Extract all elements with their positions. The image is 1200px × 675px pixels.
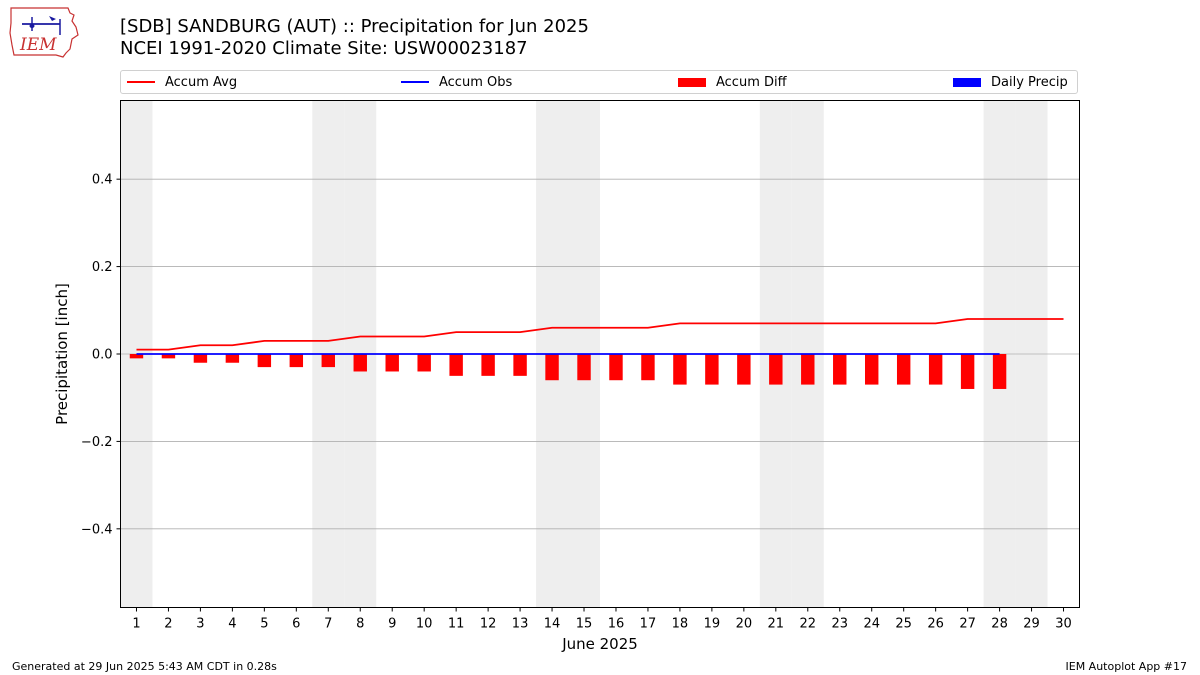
accum-diff-bar-day-2 [161,354,176,359]
accum-diff-bar-day-14 [545,354,559,381]
legend-swatch-daily-precip [953,77,981,87]
x-tick-label: 7 [324,617,332,632]
x-axis-ticks: 1 2 3 4 5 6 7 8 9 10 11 12 13 14 15 16 17 18 19 20 21 22 23 24 2… [132,607,1072,632]
accum-avg-line [136,318,1064,351]
series-lines [136,318,1064,355]
x-tick-label: 3 [196,617,204,632]
accum-diff-bar-day-26 [928,354,943,385]
x-tick-label: 1 [132,617,140,632]
legend-label-daily-precip: Daily Precip [991,74,1068,90]
x-tick-label: 16 [608,617,625,632]
x-tick-label: 11 [448,617,465,632]
accum-diff-bar-day-18 [673,354,687,385]
iem-logo: IEM [8,5,80,59]
x-axis-label: June 2025 [561,635,638,653]
accum-diff-bar-day-22 [801,354,815,385]
legend-swatch-accum-diff [678,77,706,87]
y-axis-label: Precipitation [inch] [53,283,71,425]
legend-label-accum-avg: Accum Avg [165,74,238,90]
chart-title: [SDB] SANDBURG (AUT) :: Precipitation fo… [120,16,589,60]
x-tick-label: 2 [164,617,172,632]
x-tick-label: 21 [768,617,785,632]
legend-item-accum-obs: Accum Obs [401,71,512,93]
accum-diff-bar-day-10 [417,354,431,372]
x-tick-label: 20 [736,617,753,632]
accum-diff-bar-day-17 [641,354,655,381]
x-tick-label: 19 [704,617,721,632]
accum-diff-bars [129,354,1007,389]
legend-swatch-accum-obs [401,81,429,83]
y-axis-ticks: −0.4 −0.2 0.0 0.2 0.4 [81,173,121,537]
accum-diff-bar-day-3 [193,354,208,363]
x-tick-label: 30 [1055,617,1072,632]
x-tick-label: 9 [388,617,396,632]
legend-item-accum-avg: Accum Avg [127,71,237,93]
title-line-1: [SDB] SANDBURG (AUT) :: Precipitation fo… [120,16,589,37]
accum-diff-bar-day-12 [481,354,495,376]
legend: Accum Avg Accum Obs Accum Diff Daily Pre… [120,70,1078,94]
precipitation-chart: −0.4−0.20.00.20.4 1 2 3 4 5 6 7 8 9 10 11 12 13 14 15 1… [53,100,1080,653]
y-tick-label: −0.4 [81,522,113,537]
x-tick-label: 6 [292,617,300,632]
x-tick-label: 12 [480,617,497,632]
footer-app: IEM Autoplot App #17 [1065,660,1188,673]
x-tick-label: 18 [672,617,689,632]
logo-text: IEM [19,35,57,55]
legend-item-daily-precip: Daily Precip [953,71,1068,93]
x-tick-label: 23 [831,617,848,632]
legend-label-accum-diff: Accum Diff [716,74,787,90]
legend-swatch-accum-avg [127,81,155,83]
accum-diff-bar-day-7 [321,354,335,368]
title-line-2: NCEI 1991-2020 Climate Site: USW00023187 [120,38,528,59]
accum-diff-bar-day-20 [737,354,751,385]
x-tick-label: 27 [959,617,976,632]
accum-diff-bar-day-1 [129,354,144,359]
x-tick-label: 14 [544,617,561,632]
x-tick-label: 13 [512,617,529,632]
x-tick-label: 10 [416,617,433,632]
x-tick-label: 25 [895,617,912,632]
x-tick-label: 5 [260,617,268,632]
footer-generated: Generated at 29 Jun 2025 5:43 AM CDT in … [12,660,277,673]
accum-diff-bar-day-13 [513,354,527,376]
x-tick-label: 22 [800,617,817,632]
y-tick-label: 0.4 [92,173,113,188]
y-tick-label: −0.2 [81,435,113,450]
x-tick-label: 24 [863,617,880,632]
accum-diff-bar-day-9 [385,354,399,372]
y-tick-label: 0.2 [92,260,113,275]
x-tick-label: 8 [356,617,364,632]
legend-item-accum-diff: Accum Diff [678,71,787,93]
accum-diff-bar-day-4 [225,354,240,363]
legend-label-accum-obs: Accum Obs [439,74,513,90]
y-tick-label: 0.0 [92,348,113,363]
accum-diff-bar-day-11 [449,354,463,376]
x-tick-label: 17 [640,617,657,632]
x-tick-label: 15 [576,617,593,632]
accum-diff-bar-day-5 [257,354,272,368]
accum-diff-bar-day-16 [609,354,623,381]
accum-diff-bar-day-8 [353,354,367,372]
accum-diff-bar-day-23 [833,354,847,385]
accum-diff-bar-day-6 [289,354,304,368]
x-tick-label: 29 [1023,617,1040,632]
accum-diff-bar-day-28 [992,354,1007,389]
x-tick-label: 26 [927,617,944,632]
x-tick-label: 28 [991,617,1008,632]
accum-diff-bar-day-19 [705,354,719,385]
accum-diff-bar-day-21 [769,354,783,385]
accum-diff-bar-day-15 [577,354,591,381]
accum-diff-bar-day-24 [865,354,879,385]
accum-diff-bar-day-27 [960,354,975,389]
x-tick-label: 4 [228,617,236,632]
accum-diff-bar-day-25 [896,354,911,385]
